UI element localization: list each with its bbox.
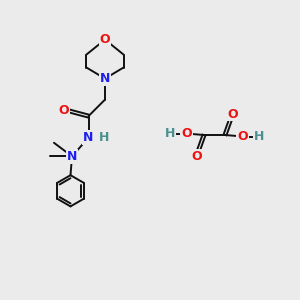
Text: O: O <box>100 33 110 46</box>
Text: H: H <box>165 127 176 140</box>
Text: H: H <box>254 130 264 143</box>
Text: O: O <box>237 130 248 143</box>
Text: O: O <box>58 103 69 117</box>
Text: H: H <box>99 131 109 144</box>
Text: O: O <box>181 127 192 140</box>
Text: O: O <box>191 149 202 163</box>
Text: N: N <box>100 72 110 85</box>
Text: N: N <box>67 150 77 163</box>
Text: N: N <box>83 131 94 144</box>
Text: O: O <box>227 107 238 121</box>
